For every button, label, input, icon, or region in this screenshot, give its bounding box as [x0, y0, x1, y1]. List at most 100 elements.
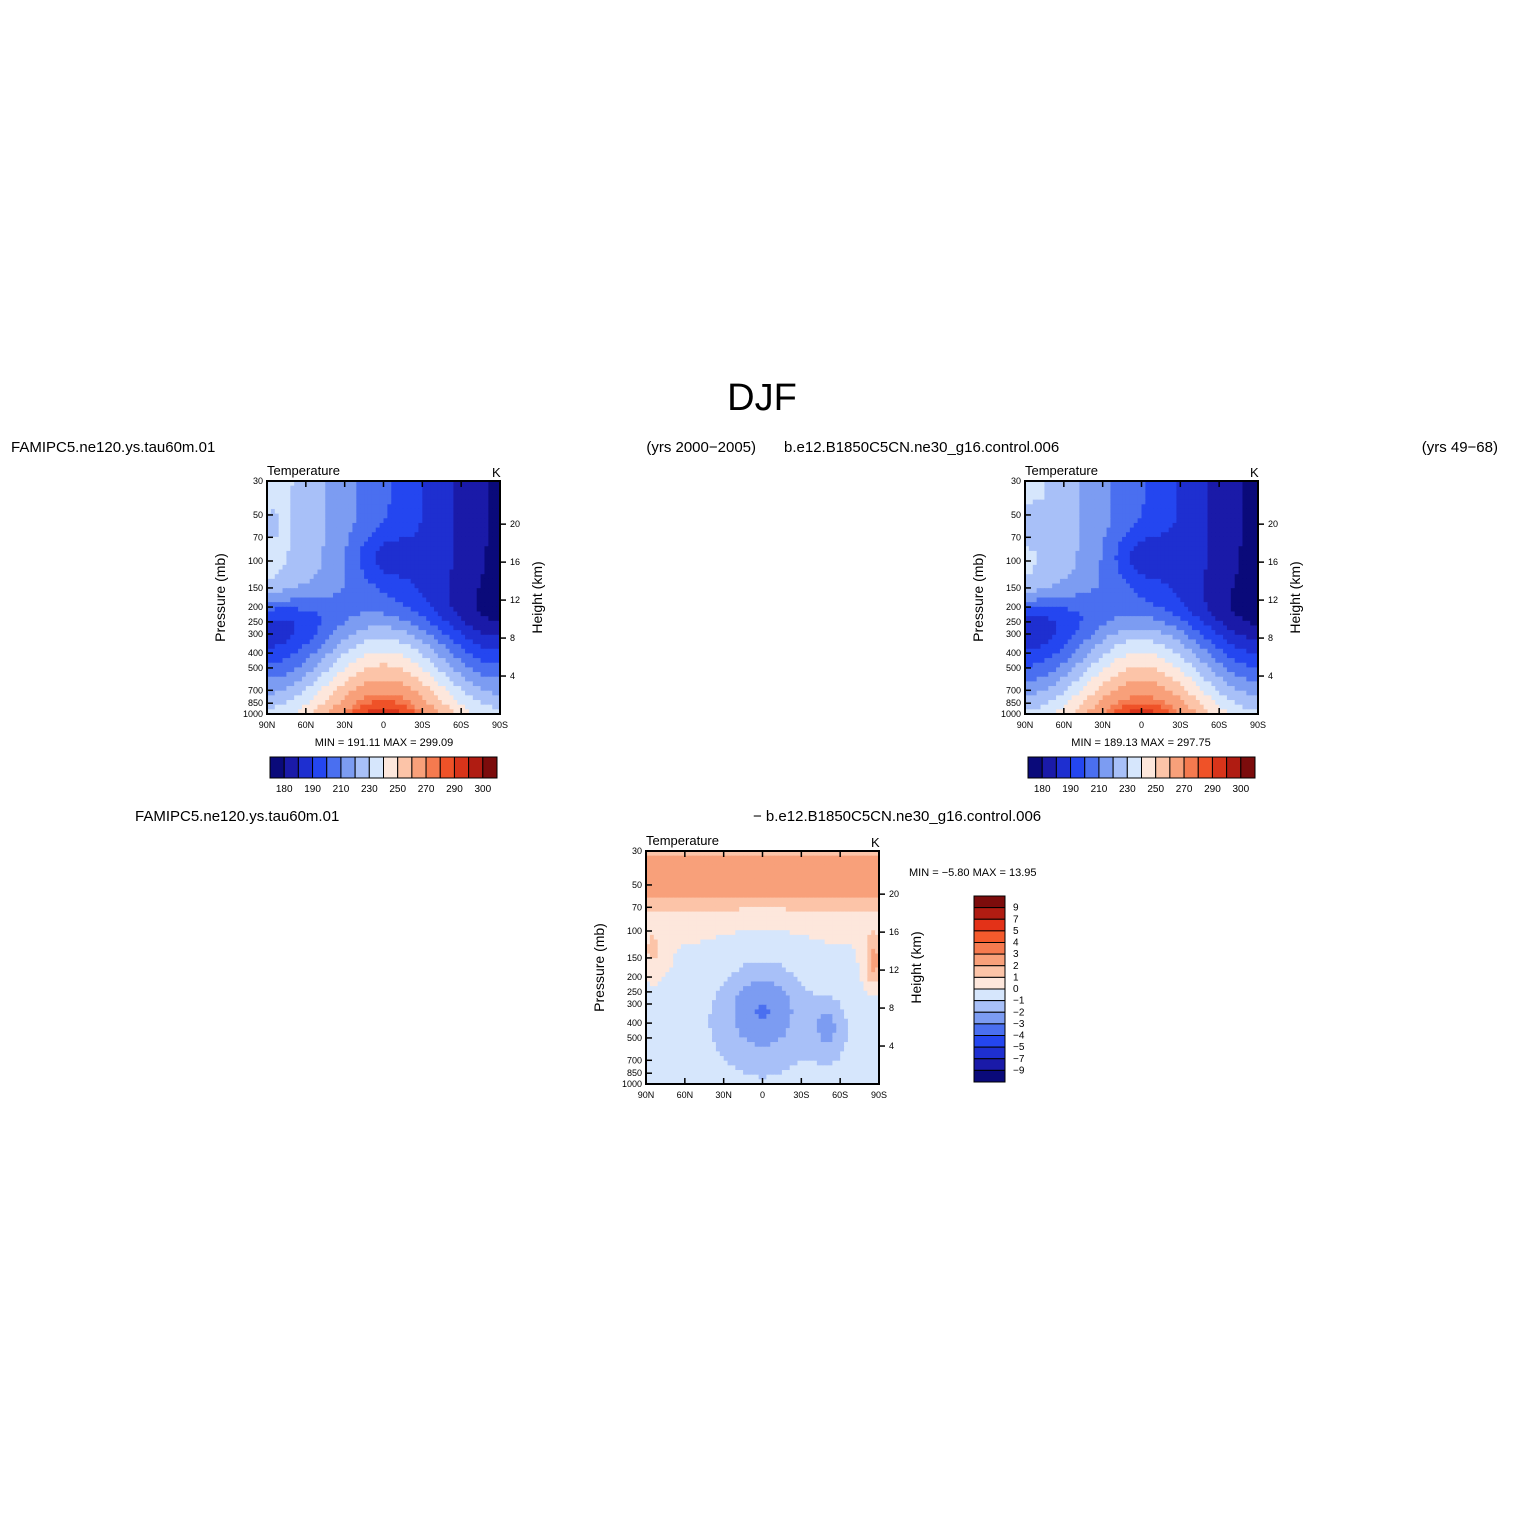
field-cell — [387, 602, 392, 608]
field-cell — [492, 625, 497, 631]
field-cell — [1087, 527, 1092, 533]
field-cell — [1087, 592, 1092, 599]
field-cell — [348, 625, 354, 631]
field-cell — [1106, 532, 1112, 538]
field-cell — [472, 644, 478, 650]
field-cell — [1056, 583, 1061, 589]
field-cell — [1250, 504, 1255, 510]
field-cell — [270, 695, 276, 701]
field-cell — [1211, 527, 1216, 533]
field-cell — [1044, 574, 1049, 580]
field-cell — [267, 597, 272, 603]
field-cell — [301, 499, 307, 505]
field-cell — [472, 485, 478, 491]
field-cell — [1048, 560, 1053, 566]
field-cell — [441, 588, 447, 594]
field-cell — [496, 569, 501, 575]
field-cell — [294, 625, 299, 631]
field-cell — [1149, 518, 1154, 524]
field-cell — [492, 481, 497, 487]
field-cell — [1149, 597, 1154, 603]
field-cell — [480, 485, 486, 491]
field-cell — [1110, 611, 1115, 617]
field-cell — [1032, 569, 1038, 575]
field-cell — [461, 681, 466, 687]
field-cell — [402, 564, 408, 571]
field-cell — [344, 681, 350, 687]
field-cell — [488, 555, 493, 561]
field-cell — [418, 620, 423, 627]
field-cell — [402, 536, 408, 543]
field-cell — [274, 550, 280, 557]
field-cell — [461, 588, 466, 594]
field-cell — [298, 592, 303, 599]
field-cell — [1125, 616, 1131, 622]
field-cell — [274, 597, 280, 603]
field-cell — [375, 676, 381, 682]
field-cell — [364, 662, 369, 668]
field-cell — [1059, 546, 1065, 552]
field-cell — [1199, 522, 1205, 529]
field-cell — [1176, 532, 1181, 538]
field-cell — [1102, 546, 1108, 552]
field-cell — [1191, 513, 1197, 519]
field-cell — [356, 541, 361, 547]
field-cell — [1052, 616, 1057, 622]
field-cell — [333, 504, 338, 510]
colorbar-box — [368, 756, 384, 779]
field-cell — [1188, 494, 1193, 501]
field-cell — [1048, 597, 1053, 603]
field-cell — [476, 662, 482, 668]
field-cell — [1180, 625, 1185, 631]
field-cell — [399, 518, 404, 524]
field-cell — [496, 681, 501, 687]
field-cell — [399, 648, 404, 655]
field-cell — [1223, 602, 1228, 608]
field-cell — [1122, 550, 1127, 557]
field-cell — [286, 564, 291, 571]
field-cell — [1056, 532, 1061, 538]
field-cell — [1207, 620, 1212, 627]
field-cell — [1079, 508, 1084, 515]
field-cell — [441, 550, 447, 557]
field-cell — [1083, 532, 1088, 538]
field-cell — [457, 676, 462, 682]
field-cell — [1036, 522, 1042, 529]
field-cell — [480, 513, 486, 519]
field-cell — [1188, 550, 1193, 557]
field-cell — [402, 630, 408, 636]
field-cell — [468, 490, 474, 496]
field-cell — [313, 611, 319, 617]
field-cell — [1211, 485, 1216, 491]
field-cell — [309, 620, 315, 627]
field-cell — [391, 518, 396, 524]
field-cell — [422, 658, 427, 664]
field-cell — [1087, 611, 1092, 617]
field-cell — [1226, 532, 1232, 538]
field-cell — [457, 686, 462, 692]
field-cell — [406, 588, 412, 594]
field-cell — [1075, 583, 1080, 589]
field-cell — [375, 644, 381, 650]
field-cell — [1106, 536, 1112, 543]
field-cell — [1242, 574, 1247, 580]
field-cell — [360, 574, 365, 580]
field-cell — [402, 494, 408, 501]
field-cell — [1036, 597, 1042, 603]
field-cell — [1199, 494, 1205, 501]
field-cell — [298, 616, 303, 622]
field-cell — [333, 681, 338, 687]
field-cell — [1067, 481, 1073, 487]
field-cell — [294, 494, 299, 501]
field-cell — [1149, 555, 1154, 561]
field-cell — [286, 639, 291, 645]
field-cell — [391, 522, 396, 529]
field-cell — [1036, 490, 1042, 496]
field-cell — [399, 667, 404, 673]
field-cell — [329, 583, 334, 589]
field-cell — [379, 700, 385, 706]
field-cell — [1028, 602, 1034, 608]
field-cell — [298, 499, 303, 505]
field-cell — [1230, 592, 1236, 599]
field-cell — [484, 662, 489, 668]
